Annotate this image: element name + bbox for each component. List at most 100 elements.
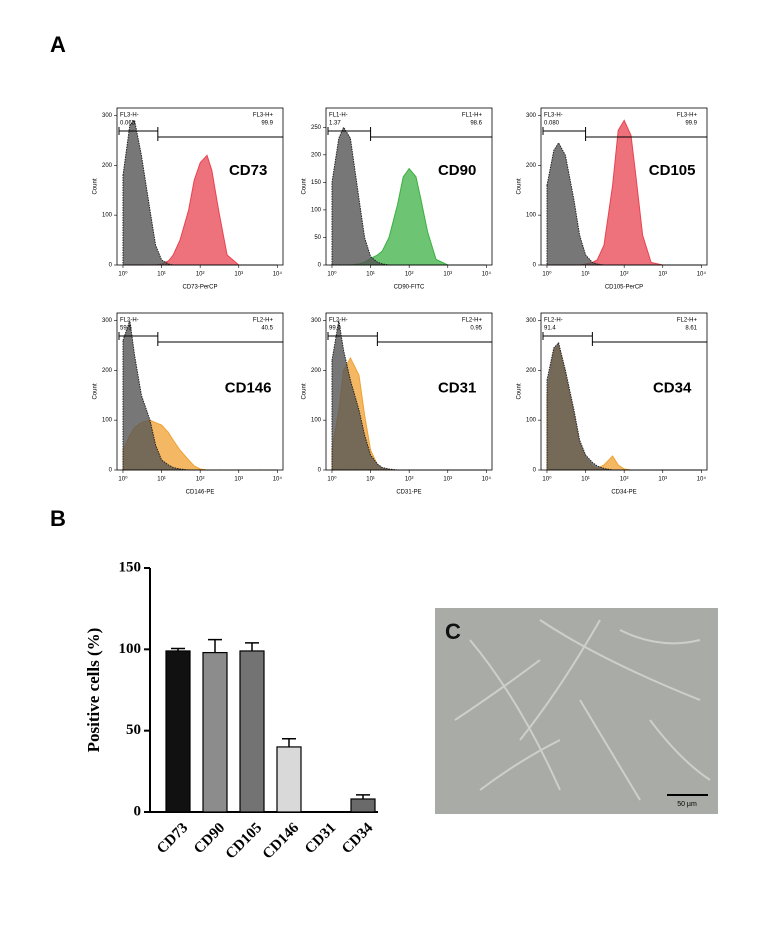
x-tick-label: 10⁰ xyxy=(118,271,128,278)
y-axis-label: Count xyxy=(302,178,308,194)
y-axis-label: Positive cells (%) xyxy=(84,628,103,753)
y-tick-label: 100 xyxy=(526,418,537,424)
flow-panel: 0 100 200 300 10⁰ 10¹ 10² 10³ 10⁴ CD31-PE Count FL2… xyxy=(302,312,493,496)
y-tick-label: 0 xyxy=(533,468,537,474)
y-tick-label: 100 xyxy=(102,213,113,219)
x-tick-label: 10¹ xyxy=(366,272,375,278)
bar xyxy=(165,650,191,813)
x-tick-label: 10⁰ xyxy=(542,271,552,278)
x-tick-label: 10⁰ xyxy=(327,476,337,483)
flow-panel: 0 100 200 300 10⁰ 10¹ 10² 10³ 10⁴ CD73-PerCP Count… xyxy=(93,107,284,291)
bar xyxy=(202,651,228,813)
gate-label: FL3-H- xyxy=(544,113,563,119)
y-tick-label: 150 xyxy=(311,180,322,186)
y-tick-label: 200 xyxy=(311,368,322,374)
y-tick-label: 100 xyxy=(102,418,113,424)
marker-label: CD90 xyxy=(438,162,476,179)
x-tick-label: 10² xyxy=(196,272,205,278)
cell xyxy=(479,739,561,791)
cell xyxy=(519,619,601,741)
flow-panel: 0 50 100 150 200 250 10⁰ 10¹ 10² 10³ 10⁴ CD90-FITC C… xyxy=(302,107,493,291)
y-tick-label: 0 xyxy=(318,468,322,474)
panel-label: B xyxy=(50,506,66,531)
x-tick-label: 10¹ xyxy=(157,477,166,483)
error-bar xyxy=(245,642,259,651)
gate-label: FL3-H+ xyxy=(253,113,274,119)
x-tick-label: 10³ xyxy=(443,477,452,483)
x-tick-label: 10³ xyxy=(658,477,667,483)
x-axis-label: CD90-FITC xyxy=(394,285,425,291)
gate-value: 99.0 xyxy=(329,326,341,332)
x-tick-label: 10² xyxy=(620,272,629,278)
cell xyxy=(539,619,701,701)
x-axis-label: CD31-PE xyxy=(396,490,421,496)
cell xyxy=(469,639,561,791)
x-tick-label: CD146 xyxy=(260,820,303,863)
gate-value: 8.61 xyxy=(685,326,697,332)
gate-label: FL2-H+ xyxy=(677,318,698,324)
x-tick-label: CD73 xyxy=(154,820,191,857)
x-tick-label: 10¹ xyxy=(581,477,590,483)
flow-panel: 0 100 200 300 10⁰ 10¹ 10² 10³ 10⁴ CD105-PerCP Coun… xyxy=(517,107,708,291)
y-axis-label: Count xyxy=(302,383,308,399)
x-tick-label: 10⁰ xyxy=(118,476,128,483)
x-tick-label: 10⁴ xyxy=(482,271,492,278)
y-tick-label: 300 xyxy=(102,318,113,324)
bar xyxy=(350,798,376,813)
x-tick-label: 10² xyxy=(620,477,629,483)
x-tick-label: 10⁴ xyxy=(273,271,283,278)
x-tick-label: 10³ xyxy=(658,272,667,278)
x-tick-label: 10² xyxy=(196,477,205,483)
marker-label: CD73 xyxy=(229,162,267,179)
x-tick-label: 10² xyxy=(405,477,414,483)
micrograph-image xyxy=(435,608,718,814)
y-tick-label: 0 xyxy=(109,263,113,269)
gate-label: FL2-H- xyxy=(329,318,348,324)
scale-bar-label: 50 µm xyxy=(677,801,697,808)
error-bar xyxy=(171,647,185,651)
x-tick-label: 10³ xyxy=(234,477,243,483)
histogram-area xyxy=(546,341,702,471)
gate-value: 91.4 xyxy=(544,326,556,332)
x-tick-label: 10⁴ xyxy=(273,476,283,483)
micrograph: C 50 µm xyxy=(435,608,718,814)
panel-label: C xyxy=(445,619,461,644)
x-axis-label: CD146-PE xyxy=(186,490,215,496)
cells xyxy=(454,619,711,801)
bar xyxy=(239,650,265,813)
gate-label: FL3-H+ xyxy=(677,113,698,119)
gate-label: FL2-H+ xyxy=(253,318,274,324)
cell xyxy=(454,659,541,721)
gate-value: 99.9 xyxy=(261,121,273,127)
marker-label: CD34 xyxy=(653,379,692,396)
x-tick-label: 10⁰ xyxy=(327,271,337,278)
x-tick-label: 10² xyxy=(405,272,414,278)
y-tick-label: 200 xyxy=(526,368,537,374)
gate-value: 0.065 xyxy=(120,121,136,127)
gate-value: 0.080 xyxy=(544,121,560,127)
flow-panel: 0 100 200 300 10⁰ 10¹ 10² 10³ 10⁴ CD34-PE Count FL2… xyxy=(517,312,708,496)
flow-panel: 0 100 200 300 10⁰ 10¹ 10² 10³ 10⁴ CD146-PE Count FL… xyxy=(93,312,284,496)
cell xyxy=(619,629,701,645)
cell xyxy=(649,719,711,781)
x-axis-label: CD34-PE xyxy=(611,490,636,496)
y-tick-label: 100 xyxy=(119,641,142,657)
y-tick-label: 0 xyxy=(134,803,142,819)
y-tick-label: 250 xyxy=(311,125,322,131)
gate-value: 98.6 xyxy=(470,121,482,127)
y-axis-label: Count xyxy=(517,178,523,194)
x-tick-label: 10⁴ xyxy=(697,476,707,483)
y-tick-label: 200 xyxy=(526,163,537,169)
gate-label: FL1-H- xyxy=(329,113,348,119)
y-tick-label: 100 xyxy=(526,213,537,219)
panel-label: A xyxy=(50,32,66,57)
marker-label: CD31 xyxy=(438,379,476,396)
marker-label: CD105 xyxy=(649,162,696,179)
x-tick-label: CD31 xyxy=(302,820,339,857)
y-tick-label: 200 xyxy=(311,152,322,158)
gate-label: FL2-H- xyxy=(120,318,139,324)
y-tick-label: 0 xyxy=(109,468,113,474)
y-tick-label: 100 xyxy=(311,418,322,424)
